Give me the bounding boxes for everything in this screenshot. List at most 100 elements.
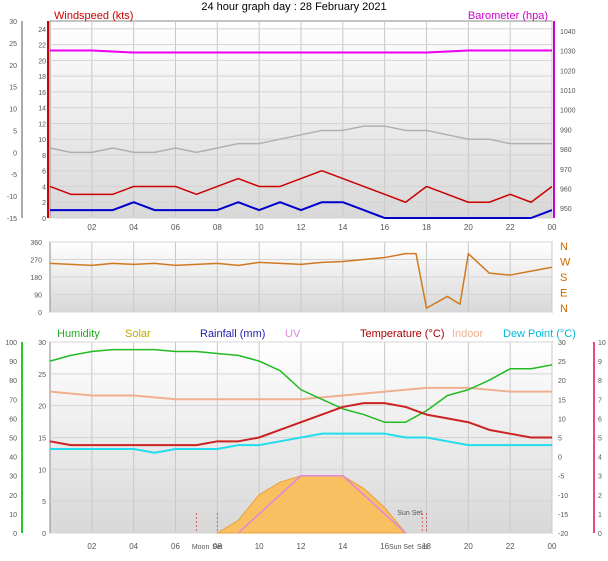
compass-label: S: [560, 272, 567, 284]
uv-tick-label: 1: [598, 512, 602, 519]
barometer-tick-label: 960: [560, 186, 572, 193]
x-tick-label: 10: [255, 542, 264, 551]
direction-tick-label: 90: [34, 293, 42, 300]
temperature-line: [49, 402, 552, 447]
x-tick-label: 12: [297, 542, 306, 551]
humidity-tick-label: 0: [13, 531, 17, 538]
outer-axis-tick-label: 25: [9, 41, 17, 48]
temperature-tick-label: 25: [558, 359, 566, 366]
humidity-tick-label: 50: [9, 436, 17, 443]
outer-axis-tick-label: 15: [9, 85, 17, 92]
chart-title: 24 hour graph day : 28 February 2021: [201, 1, 386, 13]
compass-label: N: [560, 241, 568, 253]
barometer-legend: Barometer (hpa): [468, 10, 548, 22]
barometer-tick-label: 970: [560, 167, 572, 174]
compass-label: N: [560, 303, 568, 315]
dew-point-line: [50, 432, 552, 454]
humidity-tick-label: 100: [5, 340, 17, 347]
uv-tick-label: 10: [598, 340, 606, 347]
temperature-tick-label: -10: [558, 493, 568, 500]
uv-tick-label: 3: [598, 474, 602, 481]
direction-tick-label: 270: [30, 258, 42, 265]
temperature-tick-label: 10: [558, 416, 566, 423]
wind-tick-label: 0: [42, 216, 46, 223]
outer-axis-tick-label: -10: [7, 194, 17, 201]
uv-tick-label: 0: [598, 531, 602, 538]
uv-tick-label: 5: [598, 436, 602, 443]
wind-tick-label: 14: [38, 106, 46, 113]
outer-axis-tick-label: -5: [11, 172, 17, 179]
temperature-tick-label: 20: [558, 378, 566, 385]
humidity-tick-label: 30: [9, 474, 17, 481]
humidity-tick-label: 90: [9, 359, 17, 366]
x-tick-label: 12: [297, 223, 306, 232]
legend-dew-point-c: Dew Point (°C): [503, 328, 576, 340]
sun-set-label: Sun Set: [389, 544, 414, 551]
wind-tick-label: 18: [38, 74, 46, 81]
uv-tick-label: 4: [598, 455, 602, 462]
outer-axis-tick-label: 0: [13, 150, 17, 157]
barometer-tick-label: 950: [560, 206, 572, 213]
x-tick-label: 18: [422, 223, 431, 232]
humidity-tick-label: 20: [9, 493, 17, 500]
uv-tick-label: 6: [598, 416, 602, 423]
wind-tick-label: 12: [38, 121, 46, 128]
indoor-line: [49, 386, 552, 401]
wind-tick-label: 16: [38, 90, 46, 97]
barometer-tick-label: 1030: [560, 49, 576, 56]
uv-tick-label: 8: [598, 378, 602, 385]
x-tick-label: 04: [129, 223, 138, 232]
temperature-tick-label: -5: [558, 474, 564, 481]
x-tick-label: 00: [548, 542, 557, 551]
wind-panel: 242220181614121086420302520151050-5-10-1…: [7, 10, 576, 232]
moon-set-label: Moon: [192, 544, 210, 551]
wind-tick-label: 10: [38, 137, 46, 144]
temperature-tick-label: 30: [558, 340, 566, 347]
uv-tick-label: 7: [598, 397, 602, 404]
wind-direction-line: [49, 252, 553, 309]
outer-axis-tick-label: 10: [9, 107, 17, 114]
barometer-tick-label: 1010: [560, 88, 576, 95]
legend-uv: UV: [285, 328, 301, 340]
solar-tick-label: 30: [38, 340, 46, 347]
x-tick-label: 08: [213, 223, 222, 232]
outer-axis-tick-label: 20: [9, 63, 17, 70]
humidity-tick-label: 60: [9, 416, 17, 423]
direction-tick-label: 360: [30, 240, 42, 247]
x-tick-label: 20: [464, 542, 473, 551]
x-tick-label: 14: [338, 223, 347, 232]
barometer-tick-label: 980: [560, 147, 572, 154]
solar-tick-label: 10: [38, 467, 46, 474]
barometer-line: [50, 49, 552, 54]
grey-series-line: [49, 125, 552, 154]
uv-tick-label: 2: [598, 493, 602, 500]
outer-axis-tick-label: 30: [9, 19, 17, 26]
x-tick-label: 22: [506, 223, 515, 232]
wind-tick-label: 20: [38, 58, 46, 65]
barometer-tick-label: 990: [560, 127, 572, 134]
wind-tick-label: 22: [38, 43, 46, 50]
wind-tick-label: 4: [42, 184, 46, 191]
wind-gust-line: [49, 169, 553, 203]
x-tick-label: 18: [422, 542, 431, 551]
barometer-tick-label: 1000: [560, 108, 576, 115]
solar-tick-label: 5: [42, 499, 46, 506]
temperature-tick-label: 0: [558, 455, 562, 462]
x-tick-label: 02: [87, 223, 96, 232]
x-tick-label: 16: [380, 223, 389, 232]
x-tick-label: 06: [171, 542, 180, 551]
humidity-tick-label: 70: [9, 397, 17, 404]
wind-speed-line: [50, 201, 553, 219]
solar-tick-label: 20: [38, 404, 46, 411]
legend-humidity: Humidity: [57, 328, 100, 340]
compass-label: E: [560, 288, 567, 300]
set-label: Set: [212, 544, 223, 551]
x-tick-label: 04: [129, 542, 138, 551]
temperature-tick-label: -20: [558, 531, 568, 538]
outer-axis-tick-label: 5: [13, 128, 17, 135]
humidity-tick-label: 40: [9, 455, 17, 462]
x-tick-label: 20: [464, 223, 473, 232]
solar-tick-label: 15: [38, 436, 46, 443]
direction-tick-label: 180: [30, 275, 42, 282]
